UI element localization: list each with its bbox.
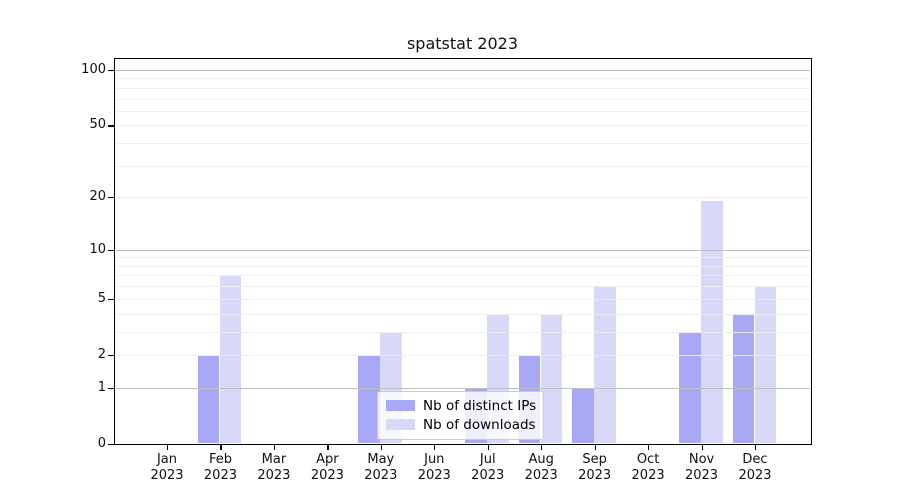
bar-downloads-aug-2023 <box>540 313 563 443</box>
y-axis-tick-label: 100 <box>81 62 106 77</box>
gridline-major <box>115 250 810 251</box>
x-axis-tick <box>434 445 436 450</box>
x-axis-tick <box>594 445 596 450</box>
y-axis-tick-label: 10 <box>89 241 106 257</box>
bar-distinct-ips-dec-2023 <box>732 313 754 443</box>
gridline-minor <box>115 88 810 89</box>
y-axis-tick-label: 20 <box>89 189 106 205</box>
gridline-minor <box>115 99 810 100</box>
bar-distinct-ips-feb-2023 <box>197 354 220 443</box>
x-axis-tick <box>541 445 543 450</box>
bar-distinct-ips-sep-2023 <box>572 387 594 443</box>
y-axis-tick-label: 2 <box>97 346 106 362</box>
y-axis-tick <box>108 387 114 390</box>
x-axis-tick-label: Jul 2023 <box>471 452 505 483</box>
bar-downloads-feb-2023 <box>219 275 242 443</box>
legend-swatch-downloads <box>386 419 415 430</box>
x-axis-tick-label: Oct 2023 <box>631 452 665 483</box>
y-axis-tick <box>108 298 114 300</box>
gridline-minor <box>115 257 810 258</box>
x-axis-tick-label: Sep 2023 <box>578 452 612 483</box>
y-axis-tick-label: 50 <box>89 117 106 133</box>
legend-item-downloads: Nb of downloads <box>386 415 536 434</box>
x-axis-tick-label: Jan 2023 <box>150 452 184 483</box>
y-axis-tick <box>108 354 114 357</box>
gridline-minor <box>115 166 810 167</box>
gridline-minor <box>115 355 810 356</box>
x-axis-tick <box>327 445 329 450</box>
y-axis-tick <box>108 125 114 127</box>
x-axis-tick <box>220 445 222 450</box>
x-axis-tick <box>648 445 650 450</box>
x-axis-tick <box>487 445 489 450</box>
gridline-minor <box>115 125 810 126</box>
legend-label-distinct-ips: Nb of distinct IPs <box>423 397 537 414</box>
bar-distinct-ips-nov-2023 <box>679 331 701 443</box>
x-axis-tick-label: Dec 2023 <box>738 452 772 483</box>
bar-downloads-nov-2023 <box>701 201 723 443</box>
bar-distinct-ips-may-2023 <box>358 354 380 443</box>
y-axis-tick-label: 0 <box>97 436 106 451</box>
legend-label-downloads: Nb of downloads <box>423 416 536 433</box>
bar-downloads-dec-2023 <box>754 286 776 443</box>
x-axis-tick-label: Mar 2023 <box>257 452 291 483</box>
x-axis-tick <box>380 445 382 450</box>
y-axis-tick <box>108 197 114 199</box>
y-axis-tick-label: 1 <box>97 379 106 395</box>
gridline-minor <box>115 111 810 112</box>
gridline-major <box>115 70 810 71</box>
gridline-minor <box>115 332 810 333</box>
x-axis-tick-label: Aug 2023 <box>524 452 558 483</box>
y-axis-tick-label: 5 <box>97 290 106 306</box>
legend-swatch-distinct-ips <box>386 400 415 411</box>
chart-title: spatstat 2023 <box>406 34 519 53</box>
y-axis-tick <box>108 444 114 446</box>
x-axis-tick <box>167 445 169 450</box>
x-axis-tick-label: Nov 2023 <box>684 452 719 483</box>
gridline-minor <box>115 78 810 79</box>
y-axis-tick <box>108 249 114 251</box>
x-axis-tick <box>755 445 757 450</box>
bar-downloads-sep-2023 <box>594 286 616 443</box>
legend: Nb of distinct IPs Nb of downloads <box>377 391 544 440</box>
gridline-minor <box>115 143 810 144</box>
gridline-major <box>115 388 810 389</box>
x-axis-tick-label: May 2023 <box>364 452 398 483</box>
legend-item-distinct-ips: Nb of distinct IPs <box>386 396 537 415</box>
x-axis-tick <box>701 445 703 450</box>
gridline-minor <box>115 286 810 287</box>
x-axis-tick <box>273 445 276 450</box>
gridline-minor <box>115 197 810 198</box>
x-axis-tick-label: Feb 2023 <box>203 452 237 483</box>
gridline-minor <box>115 266 810 267</box>
y-axis-tick <box>108 70 114 72</box>
x-axis-tick-label: Apr 2023 <box>310 452 344 483</box>
gridline-minor <box>115 299 810 300</box>
gridline-minor <box>115 275 810 276</box>
x-axis-tick-label: Jun 2023 <box>417 452 451 483</box>
gridline-minor <box>115 314 810 315</box>
